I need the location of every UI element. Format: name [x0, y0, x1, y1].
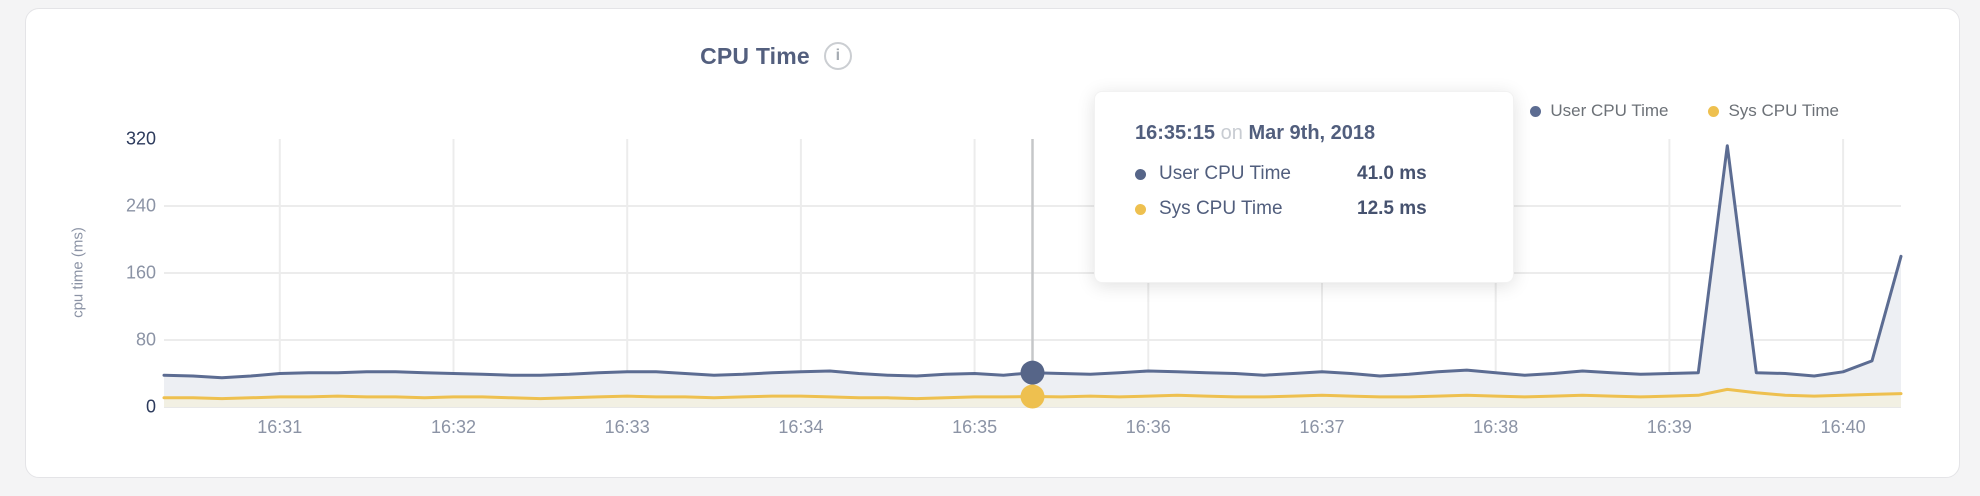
series-area: [164, 145, 1901, 407]
legend-label: User CPU Time: [1550, 101, 1669, 120]
tooltip-row-label: Sys CPU Time: [1159, 198, 1283, 219]
tooltip-date: Mar 9th, 2018: [1248, 122, 1376, 144]
x-tick-label: 16:31: [257, 417, 303, 437]
tooltip-row-label: User CPU Time: [1159, 163, 1291, 184]
y-tick-label: 320: [125, 128, 156, 149]
tooltip-row-value: 12.5 ms: [1357, 198, 1427, 219]
y-tick-label: 240: [125, 195, 156, 216]
y-tick-label: 80: [135, 329, 156, 350]
x-tick-label: 16:39: [1646, 417, 1692, 437]
hover-tooltip: 16:35:15 on Mar 9th, 2018 User CPU Time …: [1094, 91, 1514, 283]
hover-marker-icon: [1020, 384, 1045, 409]
chart-header: CPU Time i: [26, 39, 1526, 73]
tooltip-row: User CPU Time 41.0 ms: [1135, 163, 1479, 185]
tooltip-on-word: on: [1220, 122, 1243, 144]
y-tick-label: 160: [125, 262, 156, 283]
legend-bullet-icon: [1530, 105, 1542, 117]
tooltip-header: 16:35:15 on Mar 9th, 2018: [1135, 122, 1479, 145]
x-tick-label: 16:38: [1473, 417, 1519, 437]
x-tick-label: 16:35: [952, 417, 998, 437]
tooltip-row: Sys CPU Time 12.5 ms: [1135, 198, 1479, 220]
sys-series-bullet-icon: [1135, 203, 1146, 215]
cpu-time-card: CPU Time i cpu time (ms) 320 240 160 80 0 16…: [25, 8, 1960, 478]
x-tick-label: 16:34: [778, 417, 824, 437]
hover-marker-icon: [1020, 360, 1045, 385]
x-tick-label: 16:32: [430, 417, 477, 437]
x-tick-label: 16:36: [1125, 417, 1171, 437]
legend-item[interactable]: Sys CPU Time: [1708, 101, 1839, 121]
x-tick-label: 16:33: [604, 417, 650, 437]
user-series-bullet-icon: [1135, 168, 1146, 180]
y-tick-label: 0: [145, 396, 156, 417]
x-tick-label: 16:40: [1820, 417, 1866, 437]
legend-label: Sys CPU Time: [1728, 101, 1839, 120]
legend-bullet-icon: [1708, 105, 1720, 117]
legend-item[interactable]: User CPU Time: [1530, 101, 1668, 121]
tooltip-time: 16:35:15: [1135, 122, 1216, 144]
cpu-time-chart[interactable]: [26, 9, 1961, 479]
chart-title: CPU Time: [700, 42, 810, 69]
tooltip-row-value: 41.0 ms: [1357, 163, 1427, 184]
x-tick-label: 16:37: [1299, 417, 1345, 437]
info-icon[interactable]: i: [823, 42, 852, 70]
chart-legend: User CPU Time Sys CPU Time: [1530, 101, 1839, 121]
